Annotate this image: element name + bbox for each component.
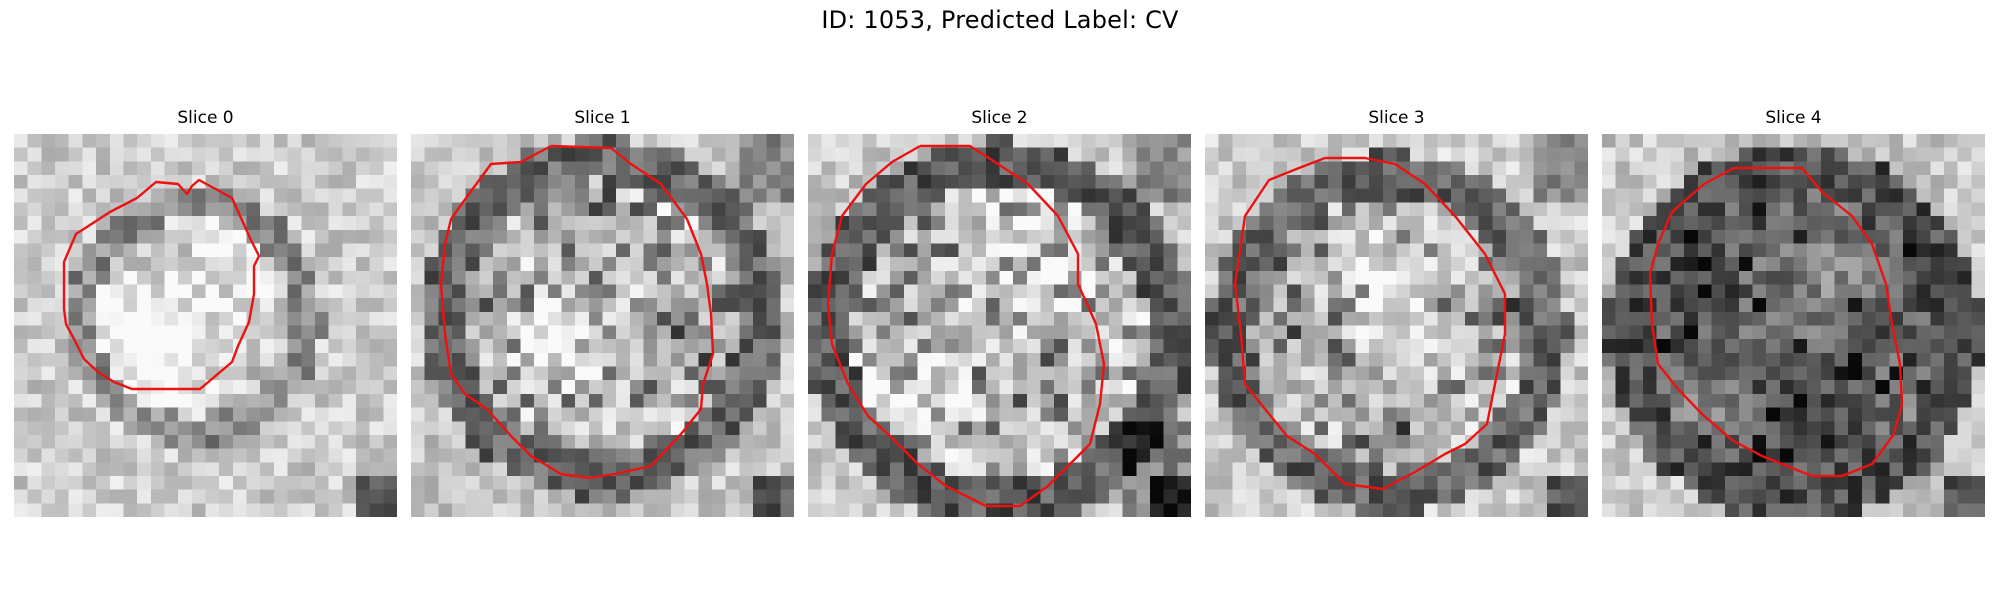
slice-1-image [411, 134, 794, 517]
slice-4-grayscale-image [1602, 134, 1985, 517]
slice-0-title: Slice 0 [177, 108, 234, 128]
slice-1-contour [439, 144, 715, 480]
slice-0-image [14, 134, 397, 517]
slice-1-title: Slice 1 [574, 108, 631, 128]
slice-3-title: Slice 3 [1368, 108, 1425, 128]
slice-2-contour [826, 144, 1106, 508]
slice-3-image [1205, 134, 1588, 517]
slice-2-image [808, 134, 1191, 517]
slice-3-grayscale-image [1205, 134, 1588, 517]
slice-3-contour [1233, 156, 1507, 491]
slice-2-grayscale-image [808, 134, 1191, 517]
slice-4-image [1602, 134, 1985, 517]
slice-0-contour [62, 178, 261, 391]
slice-4-title: Slice 4 [1765, 108, 1822, 128]
slice-2-title: Slice 2 [971, 108, 1028, 128]
slice-4-contour [1648, 166, 1904, 478]
slice-0-grayscale-image [14, 134, 397, 517]
figure-title: ID: 1053, Predicted Label: CV [821, 6, 1179, 34]
slice-1-grayscale-image [411, 134, 794, 517]
